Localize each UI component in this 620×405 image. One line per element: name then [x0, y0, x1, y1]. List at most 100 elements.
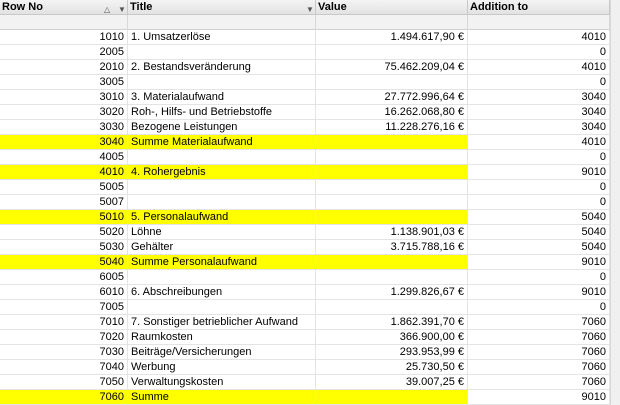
table-cell: 7010 — [0, 315, 128, 330]
table-cell — [128, 75, 316, 90]
table-cell: 5. Personalaufwand — [128, 210, 316, 225]
column-header[interactable]: Value — [316, 0, 468, 15]
table-cell: 39.007,25 € — [316, 375, 468, 390]
table-cell — [128, 270, 316, 285]
table-cell: 4010 — [468, 30, 610, 45]
table-cell: 5030 — [0, 240, 128, 255]
table-cell: 6010 — [0, 285, 128, 300]
column-header-text: Row No — [2, 1, 43, 13]
filter-row — [468, 15, 610, 30]
table-cell: 5020 — [0, 225, 128, 240]
table-cell: 1.862.391,70 € — [316, 315, 468, 330]
table-cell: 5007 — [0, 195, 128, 210]
table-cell — [316, 390, 468, 405]
table-cell: 1010 — [0, 30, 128, 45]
column-header[interactable]: Title ▼ — [128, 0, 316, 15]
table-cell: 0 — [468, 150, 610, 165]
table-cell: 3020 — [0, 105, 128, 120]
column-header[interactable]: Row No △ ▼ — [0, 0, 128, 15]
column-header[interactable]: Addition to — [468, 0, 610, 15]
scroll-gutter — [610, 0, 620, 405]
table-cell: 7020 — [0, 330, 128, 345]
table-cell: 27.772.996,64 € — [316, 90, 468, 105]
table-cell — [316, 180, 468, 195]
table-cell: Summe Personalaufwand — [128, 255, 316, 270]
table-cell — [128, 195, 316, 210]
table-cell: 7040 — [0, 360, 128, 375]
table-cell: 5040 — [468, 225, 610, 240]
table-cell — [316, 45, 468, 60]
table-cell: 1. Umsatzerlöse — [128, 30, 316, 45]
table-cell: 4010 — [0, 165, 128, 180]
table-cell: 3.715.788,16 € — [316, 240, 468, 255]
table-cell: 7005 — [0, 300, 128, 315]
table-cell: 3. Materialaufwand — [128, 90, 316, 105]
table-cell: 5010 — [0, 210, 128, 225]
table-cell: 3040 — [468, 90, 610, 105]
sort-icon[interactable]: △ — [104, 5, 111, 14]
table-cell: 1.299.826,67 € — [316, 285, 468, 300]
table-cell: 9010 — [468, 285, 610, 300]
table-cell: 7060 — [468, 315, 610, 330]
table-cell — [316, 300, 468, 315]
table-cell: 6. Abschreibungen — [128, 285, 316, 300]
table-cell: 366.900,00 € — [316, 330, 468, 345]
table-cell: 7060 — [0, 390, 128, 405]
table-cell — [316, 210, 468, 225]
table-cell: 4005 — [0, 150, 128, 165]
table-cell: Raumkosten — [128, 330, 316, 345]
table-cell: 3040 — [0, 135, 128, 150]
table-cell: 9010 — [468, 255, 610, 270]
table-cell: 7060 — [468, 345, 610, 360]
table-cell: 5040 — [0, 255, 128, 270]
table-cell — [316, 75, 468, 90]
table-cell: 3005 — [0, 75, 128, 90]
table-cell — [316, 195, 468, 210]
table-cell: 7. Sonstiger betrieblicher Aufwand — [128, 315, 316, 330]
table-cell: Roh-, Hilfs- und Betriebstoffe — [128, 105, 316, 120]
table-cell: 1.494.617,90 € — [316, 30, 468, 45]
table-cell — [316, 135, 468, 150]
table-cell: 9010 — [468, 390, 610, 405]
table-cell: Beiträge/Versicherungen — [128, 345, 316, 360]
filter-row — [0, 15, 128, 30]
table-cell: 2005 — [0, 45, 128, 60]
table-cell: 4. Rohergebnis — [128, 165, 316, 180]
dropdown-icon[interactable]: ▼ — [118, 5, 126, 14]
table-cell — [128, 150, 316, 165]
table-cell: 1.138.901,03 € — [316, 225, 468, 240]
table-cell — [128, 300, 316, 315]
table-cell: Löhne — [128, 225, 316, 240]
dropdown-icon[interactable]: ▼ — [306, 5, 314, 14]
table-cell: 0 — [468, 300, 610, 315]
table-cell: Werbung — [128, 360, 316, 375]
table-cell: 4010 — [468, 135, 610, 150]
table-cell: 11.228.276,16 € — [316, 120, 468, 135]
table-cell: 0 — [468, 75, 610, 90]
table-cell: 5040 — [468, 210, 610, 225]
table-cell: 7030 — [0, 345, 128, 360]
table-cell: 0 — [468, 180, 610, 195]
table-cell: 0 — [468, 270, 610, 285]
table-cell: 7060 — [468, 360, 610, 375]
table-cell — [316, 255, 468, 270]
table-cell: 9010 — [468, 165, 610, 180]
filter-row — [128, 15, 316, 30]
column-header-text: Title — [130, 1, 153, 13]
table-cell: 3030 — [0, 120, 128, 135]
table-cell: Gehälter — [128, 240, 316, 255]
table-cell — [316, 270, 468, 285]
table-cell: 25.730,50 € — [316, 360, 468, 375]
table-cell: Verwaltungskosten — [128, 375, 316, 390]
table-cell: 0 — [468, 195, 610, 210]
table-cell: Bezogene Leistungen — [128, 120, 316, 135]
table-cell: 75.462.209,04 € — [316, 60, 468, 75]
table-cell: 3010 — [0, 90, 128, 105]
table-cell: 5040 — [468, 240, 610, 255]
table-cell: 3040 — [468, 120, 610, 135]
table-cell: 0 — [468, 45, 610, 60]
table-cell: 4010 — [468, 60, 610, 75]
table-cell — [128, 180, 316, 195]
table-cell: 5005 — [0, 180, 128, 195]
